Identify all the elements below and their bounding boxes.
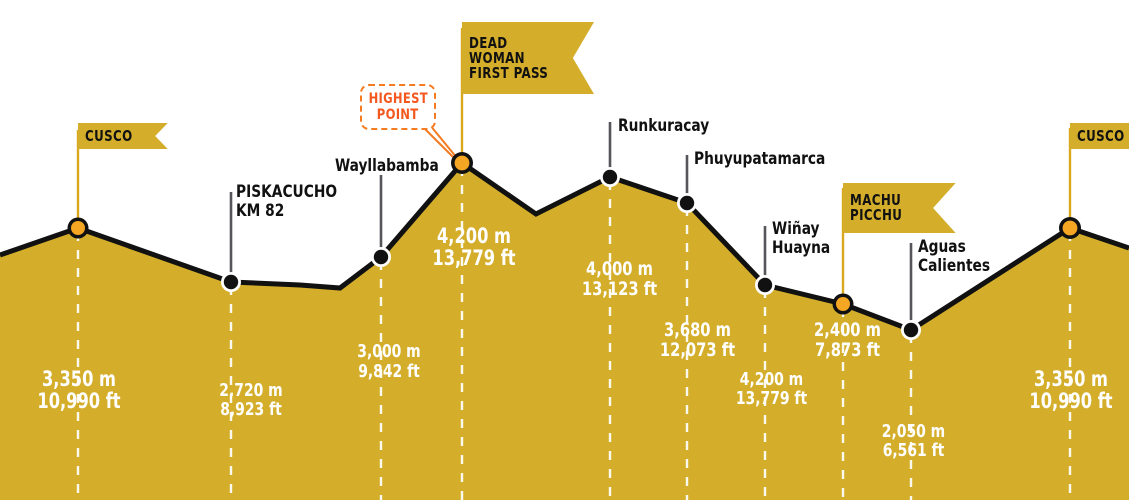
flag-dead-woman-line1: DEAD	[469, 33, 508, 52]
elev-wayllabamba-ft: 9,842 ft	[358, 361, 420, 382]
callout-line1: HIGHEST	[368, 91, 428, 107]
elev-wayllabamba: 3,000 m 9,842 ft	[342, 342, 437, 382]
elev-aguas-calientes: 2,050 m 6,561 ft	[864, 422, 963, 460]
label-runkuracay-text: Runkuracay	[618, 116, 710, 136]
label-piskacucho: PISKACUCHO KM 82	[236, 183, 337, 221]
elev-cusco-end-ft: 10,990 ft	[1029, 389, 1113, 413]
flag-machu-picchu-line1: MACHU	[850, 191, 902, 209]
elev-aguas-calientes-ft: 6,561 ft	[882, 440, 945, 461]
elev-dead-woman: 4,200 m 13,779 ft	[418, 225, 530, 269]
flag-machu-picchu-line2: PICCHU	[850, 206, 903, 224]
elev-machu-picchu-m: 2,400 m	[814, 319, 881, 341]
elev-machu-picchu: 2,400 m 7,873 ft	[798, 320, 897, 360]
flag-cusco-start-label: CUSCO	[85, 126, 133, 145]
elev-runkuracay: 4,000 m 13,123 ft	[570, 259, 669, 299]
label-wayllabamba-text: Wayllabamba	[335, 156, 439, 176]
elev-piskacucho-m: 2,720 m	[219, 380, 283, 401]
flag-machu-picchu[interactable]: MACHU PICCHU	[843, 183, 956, 233]
elev-cusco-start: 3,350 m 10,990 ft	[23, 368, 135, 412]
elev-wayllabamba-m: 3,000 m	[357, 341, 421, 362]
terrain-outline	[0, 159, 1129, 333]
highest-point-callout: HIGHEST POINT	[360, 84, 436, 130]
flag-dead-woman-line3: FIRST PASS	[469, 63, 549, 82]
label-aguas-calientes-line1: Aguas	[918, 237, 966, 257]
label-winay-huayna-line1: Wiñay	[772, 219, 820, 239]
drop-lines	[76, 167, 1072, 500]
elev-phuyupatamarca-m: 3,680 m	[664, 319, 731, 341]
elev-phuyupatamarca-ft: 12,073 ft	[659, 339, 736, 361]
elev-runkuracay-m: 4,000 m	[586, 258, 653, 280]
elev-runkuracay-ft: 13,123 ft	[581, 278, 658, 300]
flag-cusco-start[interactable]: CUSCO	[78, 123, 168, 149]
label-runkuracay: Runkuracay	[618, 117, 709, 136]
elev-dead-woman-ft: 13,779 ft	[432, 246, 516, 270]
label-piskacucho-line2: KM 82	[236, 201, 285, 221]
elev-winay-huayna-m: 4,200 m	[739, 369, 804, 390]
point-markers-highlight	[67, 152, 1081, 315]
elev-cusco-end: 3,350 m 10,990 ft	[1015, 368, 1127, 412]
elev-phuyupatamarca: 3,680 m 12,073 ft	[648, 320, 747, 360]
elev-winay-huayna: 4,200 m 13,779 ft	[722, 370, 821, 408]
flag-cusco-end[interactable]: CUSCO	[1070, 123, 1129, 149]
label-aguas-calientes-line2: Calientes	[918, 256, 991, 276]
label-aguas-calientes: Aguas Calientes	[918, 238, 990, 276]
flag-cusco-end-label: CUSCO	[1077, 126, 1125, 145]
elev-machu-picchu-ft: 7,873 ft	[814, 339, 881, 361]
label-phuyupatamarca: Phuyupatamarca	[694, 150, 825, 169]
label-piskacucho-line1: PISKACUCHO	[236, 182, 338, 202]
elev-piskacucho: 2,720 m 8,923 ft	[204, 381, 299, 419]
elev-piskacucho-ft: 8,923 ft	[220, 399, 282, 420]
label-wayllabamba: Wayllabamba	[335, 157, 439, 176]
flag-dead-woman-line2: WOMAN	[469, 48, 525, 67]
elev-winay-huayna-ft: 13,779 ft	[735, 388, 808, 409]
label-phuyupatamarca-text: Phuyupatamarca	[694, 149, 826, 169]
elev-cusco-start-ft: 10,990 ft	[37, 389, 121, 413]
label-winay-huayna: Wiñay Huayna	[772, 220, 830, 258]
flag-dead-woman[interactable]: DEAD WOMAN FIRST PASS	[462, 22, 594, 94]
elev-dead-woman-m: 4,200 m	[437, 224, 511, 248]
label-winay-huayna-line2: Huayna	[772, 238, 831, 258]
elev-cusco-start-m: 3,350 m	[42, 367, 116, 391]
terrain-area	[0, 163, 1129, 500]
elev-cusco-end-m: 3,350 m	[1034, 367, 1108, 391]
callout-line2: POINT	[377, 107, 419, 123]
point-markers-plain	[221, 167, 921, 340]
elev-aguas-calientes-m: 2,050 m	[881, 421, 946, 442]
